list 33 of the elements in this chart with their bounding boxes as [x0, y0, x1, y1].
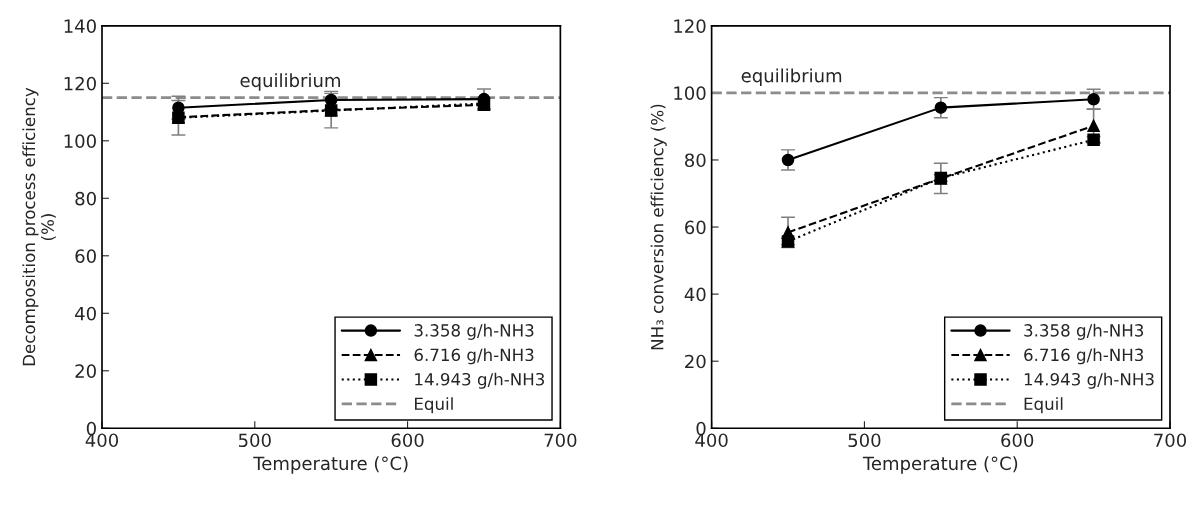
y-tick-label: 120 [64, 76, 96, 91]
x-tick-label: 600 [1001, 433, 1034, 448]
y-tick-label: 20 [685, 354, 706, 369]
y-tick-label: 100 [64, 134, 96, 148]
legend-label: Equil [1024, 397, 1063, 414]
x-axis-title: Temperature (°C) [253, 456, 408, 474]
x-tick-label: 700 [1154, 433, 1187, 448]
x-tick-label: 600 [391, 433, 424, 448]
x-tick-label: 700 [544, 433, 577, 448]
y-tick-label: 140 [64, 19, 96, 33]
y-tick-label: 80 [75, 191, 96, 206]
y-tick-label: 40 [75, 306, 96, 321]
y-tick-label: 100 [674, 86, 706, 100]
legend-label: 14.943 g/h-NH3 [415, 372, 545, 389]
x-tick-label: 500 [238, 433, 271, 448]
y-tick-label: 20 [75, 364, 96, 378]
y-tick-label: 40 [684, 287, 706, 302]
annotation: equilibrium [240, 73, 340, 91]
legend-label: 3.358 g/h-NH3 [414, 323, 534, 340]
x-axis-title: Temperature (°C) [862, 456, 1018, 474]
y-axis-title: NH₃ conversion efficiency (%) [650, 104, 667, 350]
legend-label: 6.716 g/h-NH3 [1024, 348, 1144, 365]
y-axis-title: Decomposition process efficiency (%) [22, 87, 56, 366]
y-tick-label: 60 [685, 220, 706, 235]
x-tick-label: 500 [848, 433, 881, 448]
y-tick-label: 80 [685, 153, 706, 168]
annotation: equilibrium [741, 68, 842, 86]
y-tick-label: 120 [674, 19, 706, 33]
legend-label: 3.358 g/h-NH3 [1024, 323, 1144, 340]
legend-label: Equil [415, 397, 453, 414]
legend-label: 14.943 g/h-NH3 [1024, 372, 1154, 389]
y-tick-label: 60 [75, 249, 96, 263]
legend-label: 6.716 g/h-NH3 [414, 348, 534, 365]
